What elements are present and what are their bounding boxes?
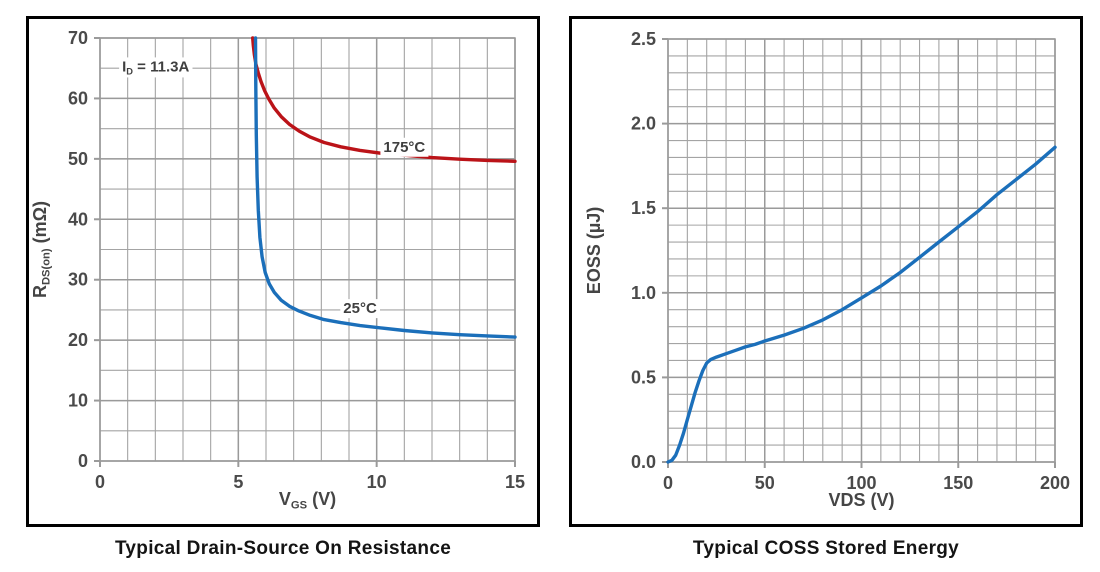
rdson-chart-title: Typical Drain-Source On Resistance — [114, 538, 452, 559]
curve-label: 25°C — [343, 300, 377, 317]
annotation: ID = 11.3A — [122, 58, 189, 76]
y-tick-label: 2.0 — [631, 114, 656, 134]
y-axis-label: RDS(on) (mΩ) — [30, 201, 53, 298]
rdson-chart-frame: 0 5 10 15 0 10 20 30 40 50 60 70 VGS (V) RDS(on) (mΩ)… — [26, 16, 540, 527]
x-tick-label: 150 — [943, 473, 973, 493]
x-tick-label: 200 — [1040, 473, 1070, 493]
rdson-chart-panel: 0 5 10 15 0 10 20 30 40 50 60 70 VGS (V) RDS(on) (mΩ)… — [26, 16, 540, 560]
eoss-chart-canvas: 0 50 100 150 200 0.0 0.5 1.0 1.5 2.0 2.5 VDS (V) EOS… — [584, 29, 1070, 510]
y-tick-label: 30 — [68, 270, 88, 290]
label-mask — [380, 137, 429, 157]
series-25°C — [253, 36, 517, 339]
y-tick-label: 70 — [68, 28, 88, 48]
y-tick-label: 0.0 — [631, 452, 656, 472]
y-axis-label: EOSS (µJ) — [584, 207, 604, 294]
x-axis-label: VDS (V) — [828, 490, 894, 510]
x-tick-label: 0 — [663, 473, 673, 493]
y-tick-label: 10 — [68, 391, 88, 411]
x-axis-label: VGS (V) — [279, 489, 336, 512]
series-EOSS — [666, 145, 1057, 464]
x-tick-label: 15 — [505, 472, 525, 492]
y-tick-label: 1.5 — [631, 198, 656, 218]
x-tick-label: 100 — [846, 473, 876, 493]
y-tick-label: 50 — [68, 149, 88, 169]
y-tick-label: 40 — [68, 209, 88, 229]
rdson-chart-canvas: 0 5 10 15 0 10 20 30 40 50 60 70 VGS (V) RDS(on) (mΩ)… — [30, 28, 525, 512]
curve-label: 175°C — [383, 139, 425, 156]
grid — [99, 37, 516, 462]
x-tick-label: 50 — [755, 473, 775, 493]
grid — [667, 38, 1056, 463]
eoss-chart-panel: 0 50 100 150 200 0.0 0.5 1.0 1.5 2.0 2.5 VDS (V) EOS… — [569, 16, 1083, 560]
eoss-chart-frame: 0 50 100 150 200 0.0 0.5 1.0 1.5 2.0 2.5 VDS (V) EOS… — [569, 16, 1083, 527]
x-tick-label: 5 — [233, 472, 243, 492]
eoss-chart-title: Typical COSS Stored Energy — [692, 538, 960, 559]
axis-ticks: 0 5 10 15 0 10 20 30 40 50 60 70 — [68, 28, 525, 492]
label-mask — [340, 299, 380, 319]
label-mask — [119, 57, 193, 78]
x-tick-label: 0 — [95, 472, 105, 492]
y-tick-label: 20 — [68, 330, 88, 350]
axis-ticks: 0 50 100 150 200 0.0 0.5 1.0 1.5 2.0 2.5 — [631, 29, 1070, 493]
y-tick-label: 60 — [68, 88, 88, 108]
figure-row: 0 5 10 15 0 10 20 30 40 50 60 70 VGS (V) RDS(on) (mΩ)… — [26, 16, 1083, 560]
y-tick-label: 2.5 — [631, 29, 656, 49]
x-tick-label: 10 — [367, 472, 387, 492]
y-tick-label: 0 — [78, 451, 88, 471]
y-tick-label: 0.5 — [631, 367, 656, 387]
y-tick-label: 1.0 — [631, 283, 656, 303]
